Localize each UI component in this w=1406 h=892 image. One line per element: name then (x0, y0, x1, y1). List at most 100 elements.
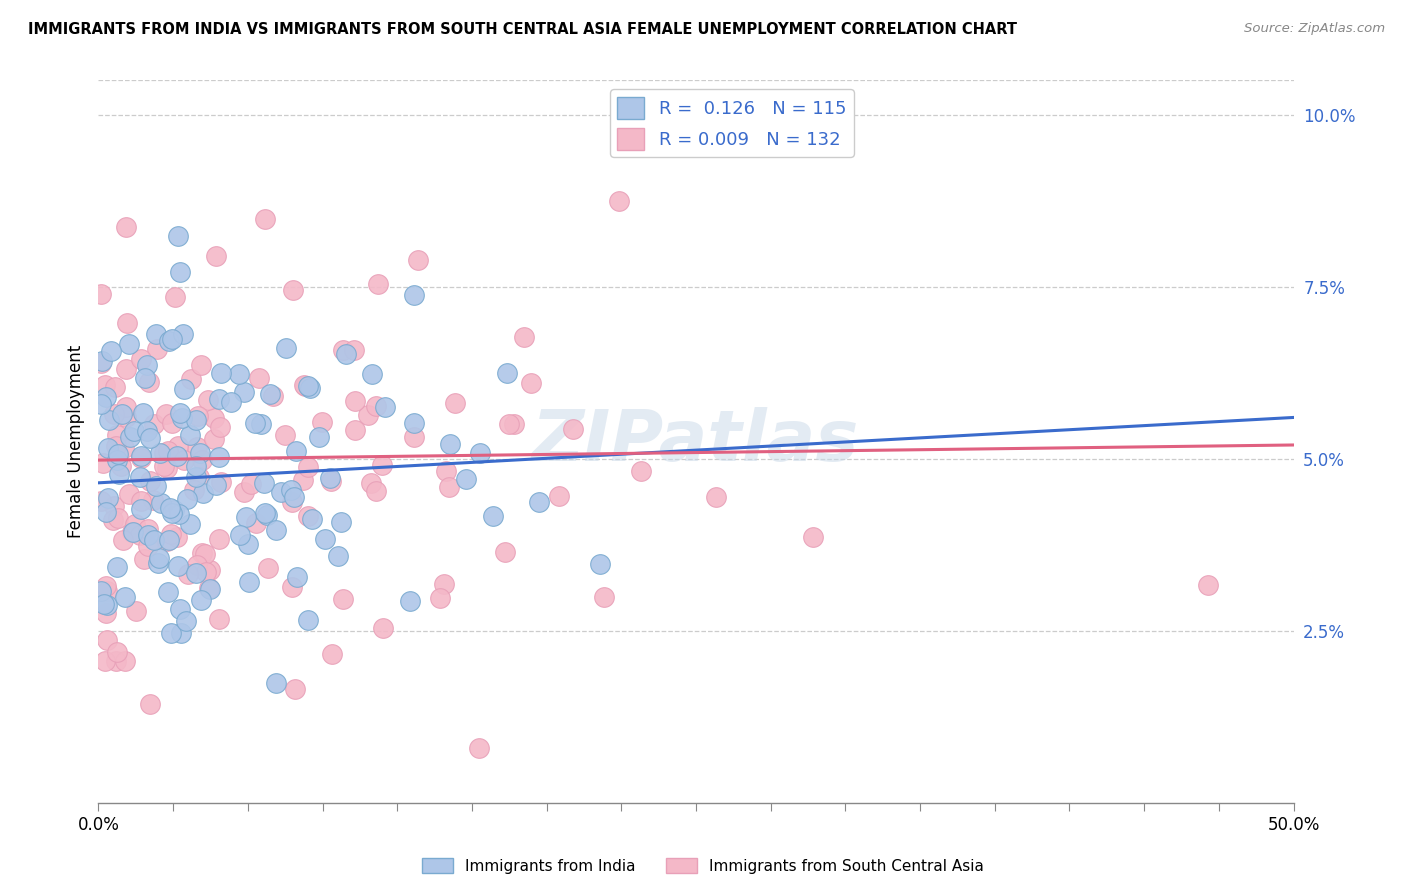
Point (184, 566, 207, 580)
Point (270, 484, 292, 499)
Point (291, 473, 314, 487)
Point (105, 453, 128, 467)
Point (163, 503, 186, 517)
Point (160, 416, 183, 430)
Point (561, 422, 583, 436)
Point (94, 391, 117, 405)
Point (112, 533, 135, 548)
Point (311, 416, 333, 430)
Point (191, 546, 214, 560)
Point (131, 494, 153, 508)
Point (129, 451, 152, 466)
Point (229, 528, 252, 542)
Point (179, 517, 201, 532)
Point (297, 614, 319, 628)
Point (90, 397, 112, 411)
Point (256, 508, 278, 522)
Point (456, 472, 478, 486)
Point (105, 439, 128, 453)
Point (247, 371, 270, 385)
Point (343, 393, 366, 408)
Point (371, 458, 394, 472)
Point (253, 475, 276, 490)
Point (166, 228, 188, 243)
Point (801, 530, 824, 544)
Point (356, 409, 378, 423)
Point (173, 453, 195, 467)
Point (301, 511, 323, 525)
Point (284, 682, 307, 697)
Point (94, 378, 117, 392)
Text: ZIPatlas: ZIPatlas (533, 407, 859, 476)
Point (406, 253, 429, 268)
Point (150, 496, 173, 510)
Point (148, 556, 170, 570)
Point (105, 428, 128, 442)
Point (332, 592, 354, 607)
Point (188, 469, 211, 483)
Point (197, 392, 219, 407)
Point (166, 559, 188, 574)
Point (183, 483, 205, 497)
Point (404, 416, 426, 430)
Point (138, 474, 160, 488)
Point (138, 522, 160, 536)
Point (254, 506, 277, 520)
Point (235, 509, 257, 524)
Point (142, 417, 165, 432)
Point (96, 583, 118, 598)
Point (266, 675, 288, 690)
Point (238, 575, 260, 590)
Point (114, 219, 136, 234)
Point (186, 440, 208, 454)
Point (138, 375, 160, 389)
Point (129, 450, 152, 464)
Point (177, 567, 200, 582)
Point (205, 477, 228, 491)
Point (169, 264, 191, 278)
Point (232, 385, 254, 400)
Point (173, 382, 195, 396)
Point (444, 396, 467, 410)
Point (180, 372, 202, 386)
Point (548, 489, 571, 503)
Point (136, 424, 159, 438)
Point (329, 515, 352, 529)
Point (184, 413, 207, 427)
Point (437, 480, 460, 494)
Point (202, 410, 225, 425)
Point (197, 582, 219, 596)
Point (208, 420, 231, 434)
Point (152, 458, 174, 473)
Point (90, 355, 112, 369)
Point (280, 483, 302, 497)
Point (360, 476, 382, 491)
Point (156, 533, 179, 548)
Point (607, 194, 630, 208)
Point (114, 401, 136, 415)
Point (105, 559, 128, 574)
Point (468, 740, 491, 755)
Point (169, 602, 191, 616)
Point (236, 537, 259, 551)
Point (281, 495, 304, 509)
Point (90, 584, 112, 599)
Point (142, 492, 165, 507)
Point (589, 558, 612, 572)
Point (287, 570, 309, 584)
Point (439, 437, 461, 451)
Point (285, 443, 308, 458)
Point (179, 427, 201, 442)
Point (125, 604, 148, 618)
Point (139, 431, 162, 445)
Point (136, 540, 159, 554)
Point (166, 439, 188, 453)
Point (157, 533, 180, 548)
Point (332, 343, 354, 358)
Point (257, 561, 280, 575)
Point (1197, 578, 1219, 592)
Point (228, 367, 250, 381)
Point (115, 316, 138, 330)
Point (373, 621, 395, 635)
Point (190, 358, 212, 372)
